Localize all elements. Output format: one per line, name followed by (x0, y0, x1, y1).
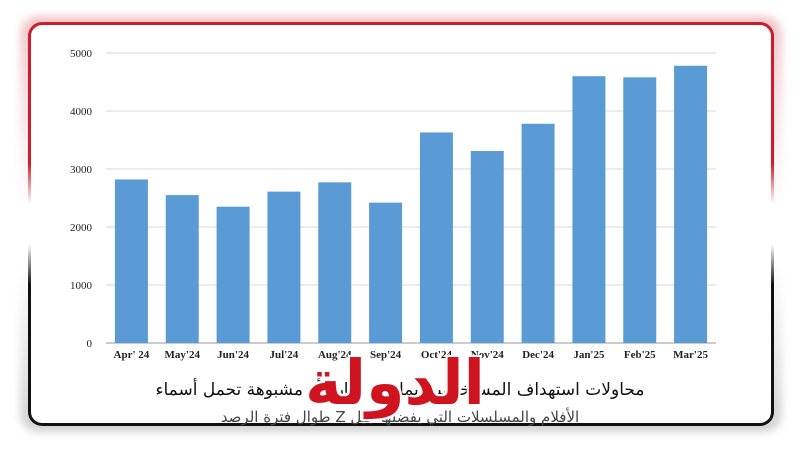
y-tick-label: 1000 (70, 280, 93, 292)
bar (114, 179, 148, 343)
x-tick-label: Oct'24 (421, 349, 453, 361)
bar (521, 123, 555, 343)
x-tick-label: Jul'24 (270, 349, 299, 361)
caption-line-2: الأفلام والمسلسلات التي يفضلها جيل Z طوا… (220, 408, 580, 426)
brand-logo: الدولة (300, 340, 490, 426)
bar (267, 191, 301, 343)
y-tick-label: 2000 (70, 222, 93, 234)
caption-line-1: محاولات استهداف المستخدمين بملفات ضارة أ… (155, 380, 645, 400)
y-tick-label: 3000 (70, 164, 93, 176)
x-tick-label: May'24 (165, 349, 201, 361)
y-tick-label: 4000 (70, 106, 93, 118)
bar (216, 206, 250, 343)
bar (470, 151, 504, 343)
y-tick-label: 5000 (70, 48, 93, 60)
x-tick-label: Feb'25 (624, 349, 656, 361)
bar (165, 195, 199, 343)
bar (419, 132, 453, 343)
x-tick-label: Nov'24 (471, 349, 505, 361)
x-tick-label: Jun'24 (217, 349, 249, 361)
bar (674, 65, 708, 343)
x-tick-label: Apr' 24 (114, 349, 150, 361)
x-axis-ticks: Apr' 24 May'24 Jun'24 Jul'24 Aug'24 Sep'24 Oct… (114, 349, 709, 361)
y-axis-ticks: 0 1000 2000 3000 4000 5000 (70, 48, 93, 350)
bars (114, 65, 708, 344)
grid-lines (106, 52, 716, 344)
logo-text: الدولة (305, 346, 485, 419)
x-tick-label: Mar'25 (673, 349, 708, 361)
bar (369, 202, 403, 343)
x-tick-label: Sep'24 (370, 349, 402, 361)
x-tick-label: Dec'24 (522, 349, 554, 361)
bar (318, 182, 352, 343)
bar (572, 76, 606, 343)
x-tick-label: Jan'25 (573, 349, 605, 361)
bar (623, 77, 657, 344)
x-tick-label: Aug'24 (318, 349, 352, 361)
y-tick-label: 0 (87, 338, 93, 350)
